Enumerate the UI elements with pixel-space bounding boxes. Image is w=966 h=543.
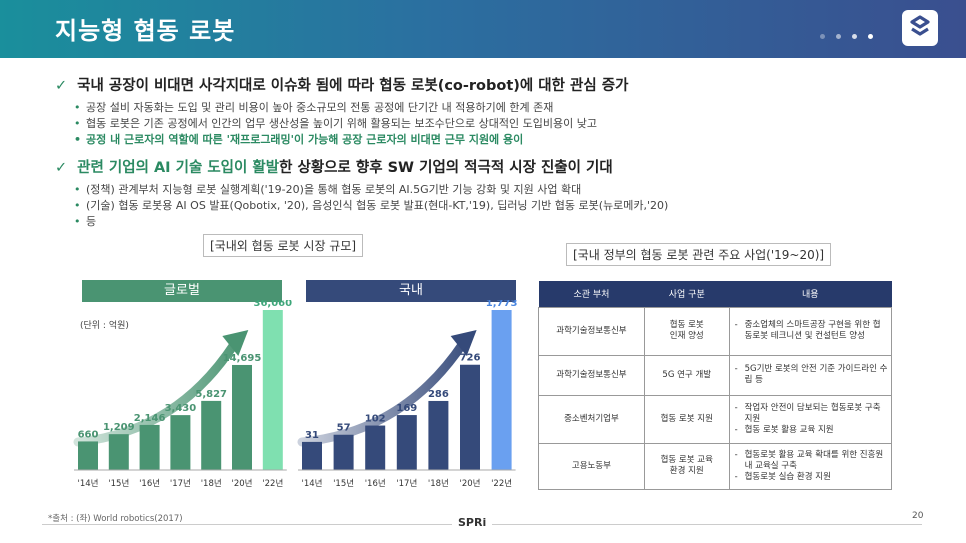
table-header-cell: 소관 부처: [538, 281, 645, 307]
unit-label: (단위 : 억원): [80, 319, 129, 331]
source-footnote: *출처 : (좌) World robotics(2017): [48, 512, 189, 524]
global-value-label: 3,430: [165, 403, 197, 414]
header-dots: [820, 24, 884, 43]
domestic-category-label: '14년: [302, 478, 323, 489]
global-category-label: '17년: [170, 478, 191, 489]
global-category-label: '22년: [262, 478, 283, 489]
global-category-label: '15년: [108, 478, 129, 489]
global-bar: [232, 364, 252, 470]
domestic-category-label: '17년: [396, 478, 417, 489]
section1-bullet-3: 공정 내 근로자의 역할에 따른 '재프로그래밍'이 가능해 공장 근로자의 비…: [74, 132, 523, 148]
domestic-value-label: 1,773: [486, 300, 518, 309]
global-value-label: 36,060: [254, 300, 293, 309]
global-value-label: 2,146: [134, 413, 166, 424]
global-category-label: '18년: [201, 478, 222, 489]
domestic-value-label: 31: [305, 430, 319, 441]
domestic-chart-header: 국내: [306, 280, 516, 302]
section1-title: ✓ 국내 공장이 비대면 사각지대로 이슈화 됨에 따라 협동 로봇(co-rob…: [55, 78, 629, 94]
content-cell: 작업자 안전이 담보되는 협동로봇 구축 지원협동 로봇 활용 교육 지원: [728, 394, 893, 444]
global-trend-arrowhead: [222, 330, 249, 356]
domestic-value-label: 286: [428, 389, 449, 400]
left-caption: [국내외 협동 로봇 시장 규모]: [203, 234, 364, 257]
domestic-value-label: 169: [396, 403, 417, 414]
footer-brand: SPRi: [452, 516, 493, 529]
spri-logo-icon: [902, 10, 938, 46]
domestic-category-label: '22년: [491, 478, 512, 489]
content-cell: 5G기반 로봇의 안전 기준 가이드라인 수립 등: [728, 354, 893, 396]
domestic-bar: [302, 441, 322, 470]
domestic-category-label: '20년: [460, 478, 481, 489]
domestic-category-label: '18년: [428, 478, 449, 489]
global-value-label: 660: [78, 429, 99, 440]
section2-bullet-1: (정책) 관계부처 지능형 로봇 실행계획('19-20)을 통해 협동 로봇의…: [74, 182, 581, 198]
domestic-trend-arrow: [297, 339, 468, 447]
domestic-bar: [491, 310, 512, 470]
biz-cell: 5G 연구 개발: [643, 354, 730, 396]
domestic-bar: [428, 400, 449, 470]
domestic-bar: [333, 434, 354, 470]
content-cell: 중소업체의 스마트공장 구현을 위한 협동로봇 테크니션 및 컨설턴트 양성: [728, 306, 893, 356]
global-value-label: 1,209: [103, 422, 135, 433]
page-title: 지능형 협동 로봇: [55, 17, 236, 45]
biz-cell: 협동 로봇 지원: [643, 394, 730, 444]
global-bar: [262, 310, 283, 470]
section2-bullet-cont: 등: [74, 214, 96, 230]
table-header-cell: 내용: [729, 281, 892, 307]
dept-cell: 중소벤처기업부: [538, 394, 645, 444]
section1-bullet-1: 공장 설비 자동화는 도입 및 관리 비용이 높아 중소규모의 전통 공정에 단…: [74, 100, 553, 116]
global-category-label: '16년: [139, 478, 160, 489]
section1-bullet-2: 협동 로봇은 기존 공정에서 인간의 업무 생산성을 높이기 위해 활용되는 보…: [74, 116, 597, 132]
global-category-label: '14년: [78, 478, 99, 489]
global-chart-header: 글로벌: [82, 280, 282, 302]
biz-cell: 협동 로봇 교육 환경 지원: [643, 442, 730, 490]
global-trend-arrow: [73, 339, 239, 447]
global-category-label: '20년: [232, 478, 253, 489]
domestic-category-label: '16년: [365, 478, 386, 489]
global-bar: [78, 441, 98, 470]
domestic-bar: [396, 415, 417, 470]
global-bar: [108, 434, 129, 470]
dept-cell: 과학기술정보통신부: [538, 354, 645, 396]
domestic-trend-arrowhead: [450, 330, 477, 356]
section2-title: ✓ 관련 기업의 AI 기술 도입이 활발한 상황으로 향후 SW 기업의 적극적…: [55, 160, 613, 176]
dept-cell: 고용노동부: [538, 442, 645, 490]
page-number: 20: [908, 511, 924, 521]
global-bar: [139, 424, 160, 470]
domestic-value-label: 57: [337, 423, 351, 434]
global-bar: [201, 400, 222, 470]
header-bar: 지능형 협동 로봇: [0, 0, 966, 58]
domestic-value-label: 726: [460, 353, 481, 364]
content-cell: 협동로봇 활용 교육 확대를 위한 진흥원 내 교육실 구축협동로봇 실습 환경…: [728, 442, 893, 490]
global-value-label: 5,827: [195, 389, 227, 400]
global-value-label: 14,695: [223, 353, 262, 364]
domestic-category-label: '15년: [333, 478, 354, 489]
domestic-bar: [365, 425, 386, 470]
table-header-cell: 사업 구분: [644, 281, 730, 307]
biz-cell: 협동 로봇 인재 양성: [643, 306, 730, 356]
dept-cell: 과학기술정보통신부: [538, 306, 645, 356]
domestic-value-label: 102: [365, 414, 386, 425]
domestic-bar: [460, 364, 480, 470]
market-size-charts: (단위 : 억원) 660 '14년 1,209 '15년 2,146 '16년 3,430 '…: [73, 300, 518, 489]
global-bar: [170, 415, 191, 470]
right-caption: [국내 정부의 협동 로봇 관련 주요 사업('19~20)]: [566, 243, 832, 266]
section2-bullet-2: (기술) 협동 로봇용 AI OS 발표(Qobotix, '20), 음성인식…: [74, 198, 668, 214]
